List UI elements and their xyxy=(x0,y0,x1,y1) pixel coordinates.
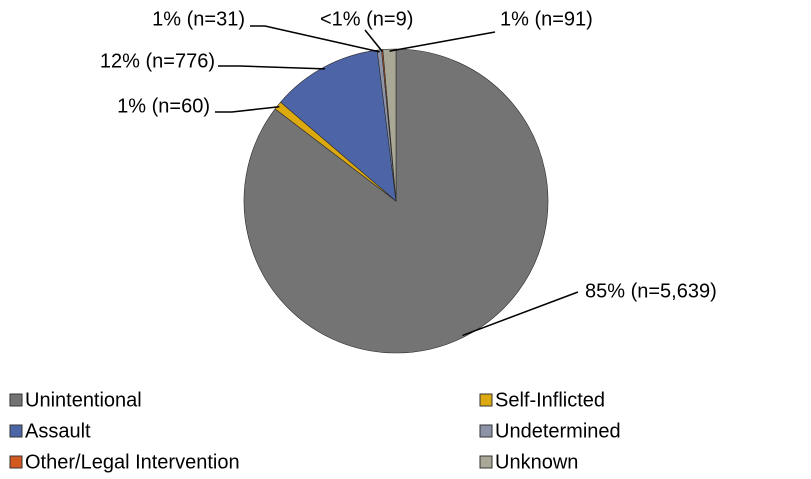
legend-label: Unintentional xyxy=(25,389,142,411)
legend-swatch xyxy=(479,424,493,438)
legend-label: Other/Legal Intervention xyxy=(25,451,240,473)
legend-label: Self-Inflicted xyxy=(495,389,605,411)
leader-line xyxy=(218,65,325,70)
legend-swatch xyxy=(479,455,493,469)
legend-label: Assault xyxy=(25,420,91,442)
legend-swatch xyxy=(479,393,493,407)
leader-line xyxy=(462,291,579,337)
legend-swatch xyxy=(9,424,23,438)
leader-line xyxy=(215,105,280,113)
leader-line xyxy=(389,31,496,52)
data-label: <1% (n=9) xyxy=(320,8,413,30)
leader-line xyxy=(364,29,383,53)
legend-swatch xyxy=(9,455,23,469)
data-label: 1% (n=31) xyxy=(152,8,245,30)
pie-slice xyxy=(382,48,397,202)
data-label: 12% (n=776) xyxy=(100,50,215,72)
legend-swatch xyxy=(9,393,23,407)
data-label: 1% (n=91) xyxy=(500,8,593,30)
data-label: 1% (n=60) xyxy=(117,95,210,117)
data-label: 85% (n=5,639) xyxy=(585,280,717,302)
legend-label: Unknown xyxy=(495,451,578,473)
legend-label: Undetermined xyxy=(495,420,621,442)
leader-line xyxy=(250,25,380,53)
pie-slice xyxy=(280,49,397,202)
